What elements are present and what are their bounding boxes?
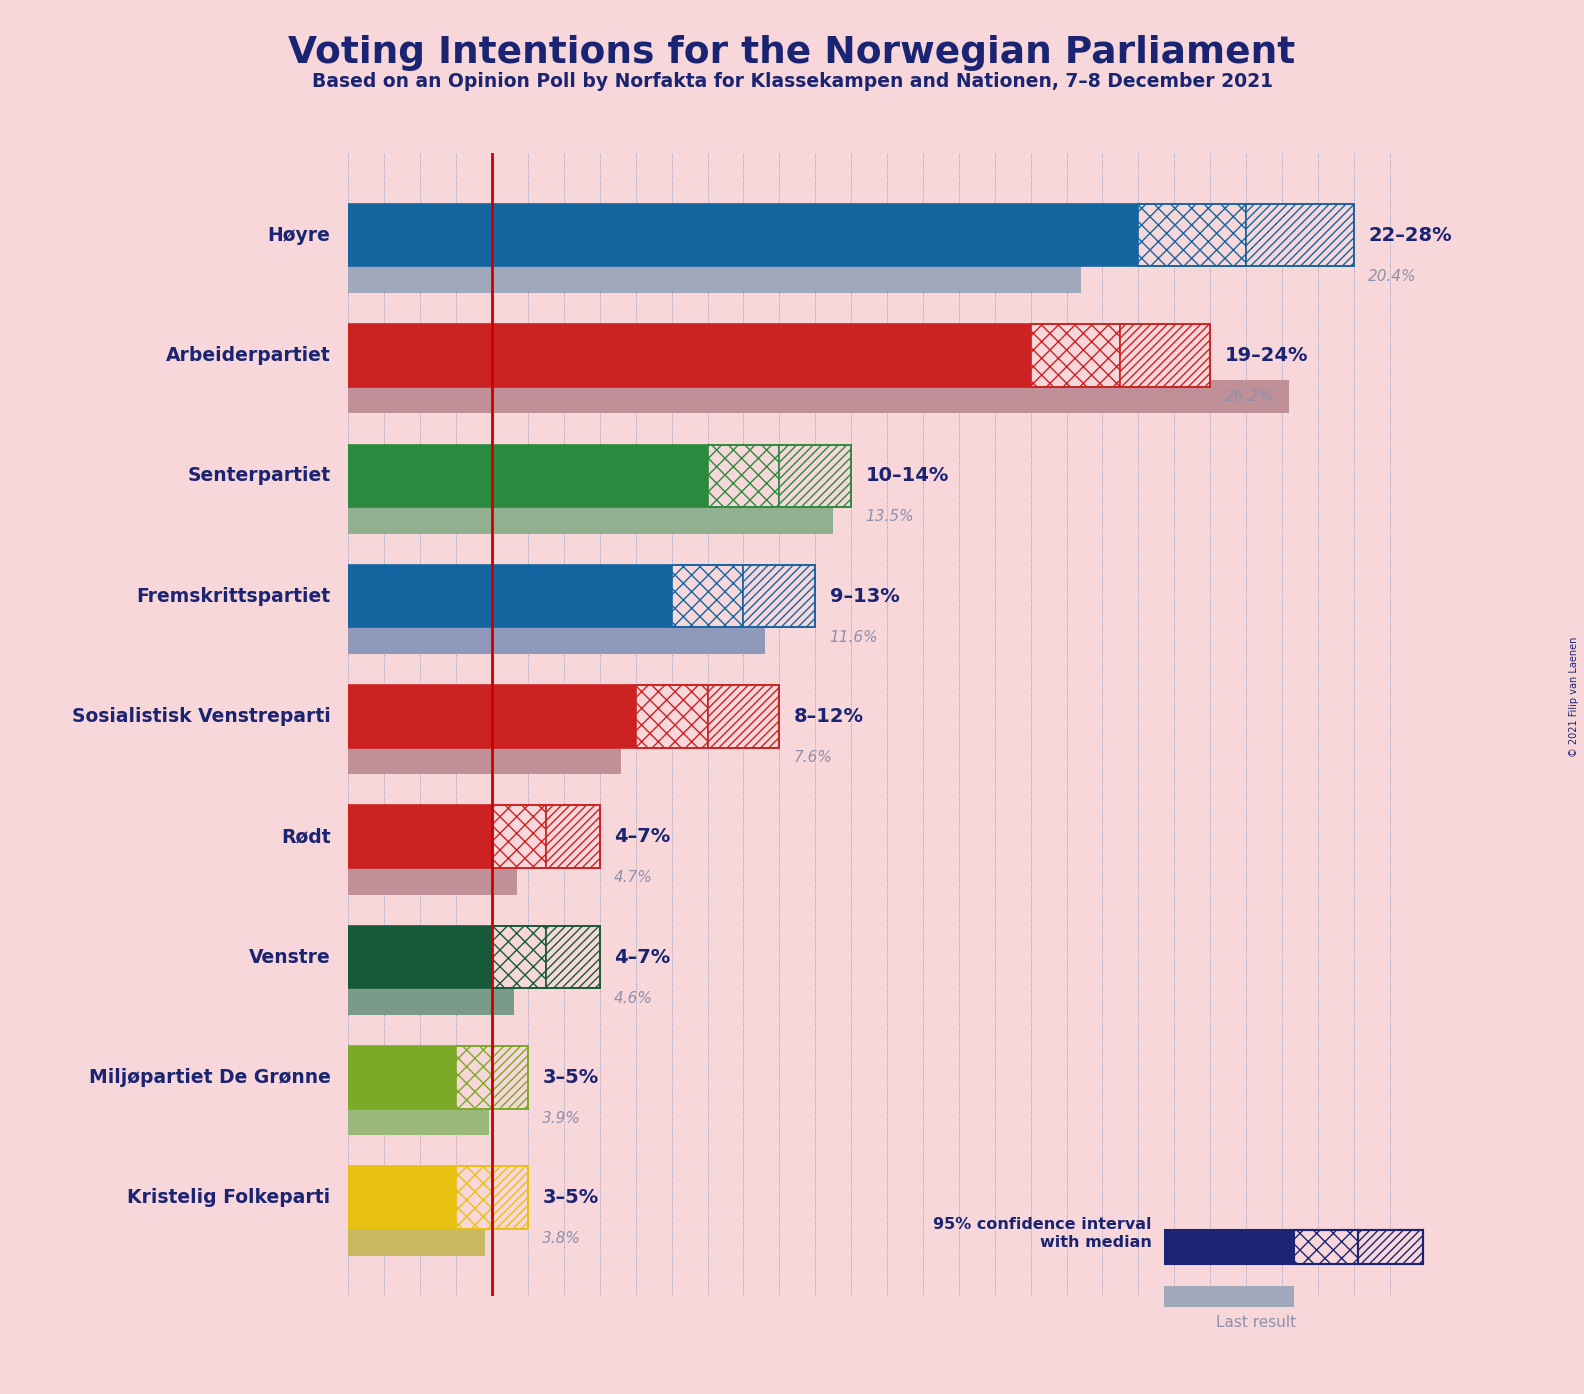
Text: 10–14%: 10–14% [865,467,949,485]
Text: 3–5%: 3–5% [542,1188,599,1207]
Bar [546,926,600,988]
Bar [348,379,1289,413]
Text: 4–7%: 4–7% [615,827,670,846]
Bar [456,1167,493,1230]
Text: Last result: Last result [1217,1315,1296,1330]
Bar [348,204,1139,266]
Bar [1247,204,1354,266]
Text: Høyre: Høyre [268,226,331,245]
Bar [493,926,546,988]
Text: Fremskrittspartiet: Fremskrittspartiet [136,587,331,605]
Text: 95% confidence interval
with median: 95% confidence interval with median [933,1217,1152,1250]
Bar [1164,1285,1294,1308]
Bar [493,806,546,868]
Text: 4–7%: 4–7% [615,948,670,966]
Text: Rødt: Rødt [280,827,331,846]
Text: 22–28%: 22–28% [1369,226,1453,245]
Text: 26.2%: 26.2% [1224,389,1274,404]
Text: 20.4%: 20.4% [1369,269,1416,283]
Bar [348,686,779,747]
Text: Voting Intentions for the Norwegian Parliament: Voting Intentions for the Norwegian Parl… [288,35,1296,71]
Bar [743,565,816,627]
Bar [493,1046,527,1108]
Bar [348,1221,485,1256]
Text: 4.6%: 4.6% [615,991,653,1005]
Bar [1139,204,1247,266]
Bar [348,325,1031,386]
Bar [1164,1230,1422,1264]
Text: Senterpartiet: Senterpartiet [187,467,331,485]
Bar [348,1167,527,1230]
Bar [348,1167,456,1230]
Text: 13.5%: 13.5% [865,509,914,524]
Bar [348,1046,527,1108]
Bar [348,565,816,627]
Bar [1164,1230,1294,1264]
Bar [779,445,851,507]
Bar [348,500,833,534]
Bar [348,445,851,507]
Text: Based on an Opinion Poll by Norfakta for Klassekampen and Nationen, 7–8 December: Based on an Opinion Poll by Norfakta for… [312,72,1272,92]
Text: 7.6%: 7.6% [794,750,833,765]
Bar [348,806,600,868]
Bar [348,325,1210,386]
Bar [635,686,708,747]
Text: Miljøpartiet De Grønne: Miljøpartiet De Grønne [89,1068,331,1087]
Text: 9–13%: 9–13% [830,587,900,605]
Bar [348,1046,456,1108]
Text: Arbeiderpartiet: Arbeiderpartiet [166,346,331,365]
Text: 19–24%: 19–24% [1224,346,1308,365]
Bar [348,926,600,988]
Bar [546,806,600,868]
Text: 3.8%: 3.8% [542,1231,581,1246]
Bar [348,926,493,988]
Bar [1294,1230,1357,1264]
Text: 8–12%: 8–12% [794,707,863,726]
Bar [708,686,779,747]
Bar [456,1046,493,1108]
Bar [1359,1230,1422,1264]
Text: 3–5%: 3–5% [542,1068,599,1087]
Text: Kristelig Folkeparti: Kristelig Folkeparti [127,1188,331,1207]
Bar [348,1101,488,1135]
Bar [348,806,493,868]
Bar [708,445,779,507]
Bar [348,620,765,654]
Bar [348,204,1354,266]
Bar [493,1167,527,1230]
Text: Venstre: Venstre [249,948,331,966]
Text: 3.9%: 3.9% [542,1111,581,1126]
Bar [348,445,708,507]
Text: 4.7%: 4.7% [615,870,653,885]
Bar [348,686,635,747]
Text: 11.6%: 11.6% [830,630,878,644]
Bar [348,259,1080,293]
Bar [348,981,513,1015]
Bar [348,740,621,774]
Bar [348,861,518,895]
Text: Sosialistisk Venstreparti: Sosialistisk Venstreparti [71,707,331,726]
Bar [672,565,743,627]
Bar [1031,325,1120,386]
Bar [1120,325,1210,386]
Bar [348,565,672,627]
Text: © 2021 Filip van Laenen: © 2021 Filip van Laenen [1570,637,1579,757]
